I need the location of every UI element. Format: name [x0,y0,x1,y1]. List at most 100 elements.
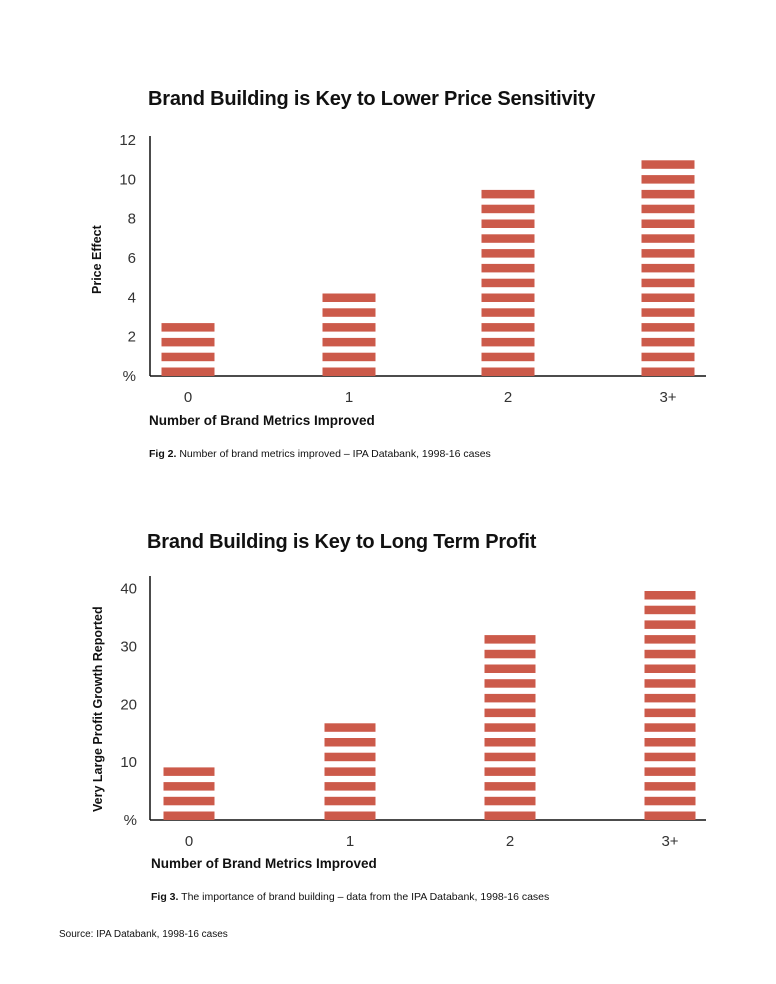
chart2-bar-stripe [644,723,696,732]
chart2-bar-stripe [324,767,376,776]
chart2-bar-stripe [484,767,536,776]
chart2-bar-stripe [644,605,696,615]
chart1-y-tick-label: 8 [128,211,136,228]
chart2-bar-stripe [163,767,215,776]
chart2-bar-stripe [644,767,696,776]
chart2-bar [163,767,215,820]
chart2-bar-stripe [484,723,536,732]
chart2-bar-stripe [484,738,536,747]
chart2-x-axis-label: Number of Brand Metrics Improved [151,856,377,871]
chart2-bar-stripe [484,649,536,659]
chart2-bar-stripe [163,782,215,791]
chart2-bar-stripe [324,811,376,820]
chart2-title: Brand Building is Key to Long Term Profi… [147,531,537,553]
chart1-x-axis-label: Number of Brand Metrics Improved [149,413,375,428]
chart1-bar [161,323,215,376]
chart2-bar-stripe [644,738,696,747]
chart2-bar-stripe [163,796,215,806]
chart2-bar-stripe [163,811,215,820]
chart2-y-tick-label: 40 [120,581,137,598]
chart1-bar-stripe [161,337,215,347]
chart2-bar [484,635,536,820]
chart2-bar-stripe [644,635,696,644]
chart1-bar-stripe [641,204,695,214]
chart1-bar-stripe [322,323,376,332]
chart2-bar-stripe [324,723,376,732]
chart2-y-tick-label: 20 [120,696,137,713]
chart1-y-tick-label: % [123,368,136,385]
chart1-x-tick-label: 0 [184,389,192,406]
chart1-bar-stripe [481,323,535,332]
chart2-bar-stripe [644,811,696,820]
chart1-bar-stripe [322,367,376,376]
chart1-bar-stripe [481,337,535,347]
chart1-bar-stripe [161,352,215,362]
chart1-bar-stripe [481,367,535,376]
chart1-x-tick-label: 2 [504,389,512,406]
fig2-caption-label: Fig 2. [149,448,177,460]
chart2-bar-stripe [644,693,696,703]
chart1-y-tick-label: 12 [119,132,136,149]
chart2-bar-stripe [324,738,376,747]
chart1-bar-stripe [322,337,376,347]
chart2-y-tick-label: % [124,812,137,829]
chart1-bar-stripe [481,263,535,273]
chart1-bar-stripe [481,234,535,243]
chart1-bar-stripe [641,293,695,302]
chart1-bar [322,293,376,376]
chart1-bar-stripe [481,249,535,258]
fig3-caption: Fig 3. The importance of brand building … [151,891,549,903]
chart2-bar-stripe [324,782,376,791]
chart1-bar-stripe [322,308,376,317]
fig2-caption-text: Number of brand metrics improved – IPA D… [176,448,491,460]
chart2-bar-stripe [484,796,536,806]
fig3-caption-label: Fig 3. [151,891,179,903]
chart1-bar-stripe [322,352,376,362]
chart2-bar-stripe [644,708,696,718]
chart2-bar-stripe [484,679,536,688]
chart1-bar-stripe [641,337,695,347]
chart1-x-tick-label: 1 [345,389,353,406]
chart1-bar-stripe [641,175,695,184]
chart2-bar-stripe [644,649,696,659]
chart2-y-axis-label: Very Large Profit Growth Reported [91,606,105,812]
chart1-bar-stripe [161,323,215,332]
chart1-bar-stripe [641,234,695,243]
chart1-bar-stripe [641,263,695,273]
chart1-bar-stripe [641,189,695,199]
chart2-x-tick-label: 1 [346,833,354,850]
chart2-y-tick-label: 10 [120,754,137,771]
chart2-bar [644,591,696,820]
source-note: Source: IPA Databank, 1998-16 cases [59,929,228,940]
fig3-caption-text: The importance of brand building – data … [178,891,550,903]
chart2-bar-stripe [644,664,696,673]
chart2-bar-stripe [484,782,536,791]
chart1-y-tick-label: 6 [128,250,136,267]
chart1-bar-stripe [481,189,535,199]
chart1-bar-stripe [481,308,535,317]
chart1-y-tick-label: 10 [119,171,136,188]
chart1-bar-stripe [641,219,695,228]
chart1-bar-stripe [481,352,535,362]
chart1-bar [481,189,535,376]
chart1-bar-stripe [481,278,535,288]
chart1-bar [641,160,695,376]
chart2-y-tick-label: 30 [120,639,137,656]
chart2-bar-stripe [644,620,696,629]
chart1-bar-stripe [641,323,695,332]
chart1-bar-stripe [481,293,535,302]
chart1-bar-stripe [641,249,695,258]
chart2-bar-stripe [484,693,536,703]
chart2-bar-stripe [644,679,696,688]
chart2-bar-stripe [644,796,696,806]
chart1-y-tick-label: 4 [128,289,136,306]
chart1-bar-stripe [481,204,535,214]
chart2-x-tick-label: 3+ [661,833,678,850]
chart2-bar [324,723,376,820]
chart2-bar-stripe [484,708,536,718]
chart2-bar-stripe [644,752,696,762]
chart2-bar-stripe [324,796,376,806]
chart1-bar-stripe [641,160,695,169]
chart2-x-tick-label: 2 [506,833,514,850]
chart1-bar-stripe [322,293,376,302]
